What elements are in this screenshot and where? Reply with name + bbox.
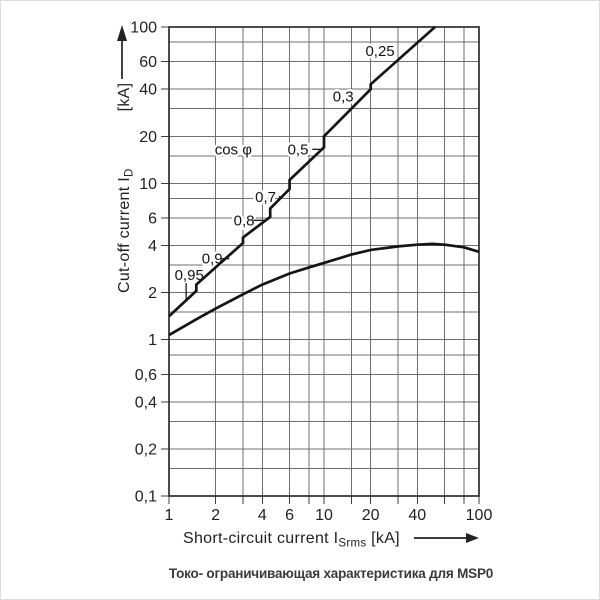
cos-phi-value-label: 0,3	[333, 88, 354, 105]
y-axis-title: Cut-off current ID [kA]	[116, 25, 136, 293]
cos-phi-value-label: 0,25	[365, 43, 394, 60]
x-tick-label: 20	[362, 507, 380, 524]
y-tick-label: 40	[139, 82, 157, 99]
y-tick-label: 4	[148, 238, 157, 255]
tick-labels: 1 2 4 6 10 20 40 100 100 60 40 20 10 6 4 2 1 0,6 0,4 0,2 0,1	[130, 20, 492, 525]
y-tick-label: 6	[148, 211, 157, 228]
y-axis-unit: [kA]	[116, 83, 133, 112]
figure-caption: Токо- ограничивающая характеристика для …	[168, 566, 494, 581]
plot-border	[168, 26, 480, 497]
cos-phi-annotations: cos φ0,950,90,80,70,50,30,25	[172, 41, 397, 287]
y-tick-label: 20	[139, 129, 157, 146]
curve-prospective-peak-current-by-cos-phi	[168, 25, 436, 318]
curve-cut-off-current-characteristic	[168, 242, 480, 337]
cos-phi-group-label: cos φ	[215, 141, 253, 158]
x-axis-arrowhead-icon	[466, 533, 479, 543]
y-axis-title-text: Cut-off current ID	[116, 168, 136, 293]
x-tick-label: 100	[466, 507, 493, 524]
y-tick-label: 10	[139, 176, 157, 193]
x-tick-label: 10	[315, 507, 333, 524]
y-tick-label: 2	[148, 285, 157, 302]
y-tick-label: 0,2	[135, 441, 157, 458]
y-tick-label: 0,6	[135, 367, 157, 384]
y-tick-label: 60	[139, 54, 157, 71]
x-tick-label: 4	[258, 507, 267, 524]
y-tick-label: 0,1	[135, 489, 157, 506]
y-tick-label: 100	[130, 20, 157, 37]
y-tick-label: 0,4	[135, 394, 157, 411]
x-axis-title: Short-circuit current ISrms [kA]	[183, 530, 479, 550]
x-tick-label: 40	[408, 507, 426, 524]
current-limiting-chart: 1 2 4 6 10 20 40 100 100 60 40 20 10 6 4 2 1 0,6 0,4 0,2 0,1…	[116, 20, 492, 550]
cos-phi-value-label: 0,5	[288, 141, 309, 158]
cos-phi-value-label: 0,95	[175, 267, 204, 284]
x-tick-label: 1	[165, 507, 174, 524]
cos-phi-value-label: 0,8	[234, 212, 255, 229]
cos-phi-value-label: 0,7	[255, 189, 276, 206]
y-axis-arrowhead-icon	[117, 25, 127, 41]
tick-marks	[161, 26, 480, 504]
y-tick-label: 1	[148, 332, 157, 349]
x-tick-label: 2	[211, 507, 220, 524]
x-axis-title-text: Short-circuit current ISrms [kA]	[183, 530, 400, 550]
x-tick-label: 6	[285, 507, 294, 524]
